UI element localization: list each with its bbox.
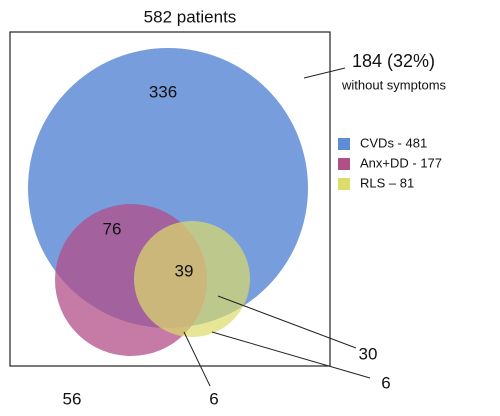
leader-line (217, 295, 357, 349)
legend-label: RLS – 81 (360, 175, 414, 190)
annotation-sub: without symptoms (341, 77, 447, 92)
region-label: 6 (209, 389, 218, 408)
leader-line (303, 67, 346, 79)
annotation-main: 184 (32%) (352, 51, 435, 71)
legend-swatch (338, 158, 350, 170)
legend-label: Anx+DD - 177 (360, 155, 442, 170)
legend-swatch (338, 178, 350, 190)
region-label: 76 (103, 219, 122, 238)
region-label: 30 (359, 344, 378, 363)
legend-label: CVDs - 481 (360, 135, 427, 150)
universe-box (9, 31, 331, 367)
region-label: 39 (175, 261, 194, 280)
leader-line (211, 331, 371, 379)
region-label: 336 (149, 82, 177, 101)
set-circle (134, 221, 250, 337)
region-label: 56 (63, 389, 82, 408)
title: 582 patients (144, 7, 237, 26)
circles (28, 48, 308, 356)
legend-swatch (338, 138, 350, 150)
leader-line (183, 331, 211, 387)
legend: CVDs - 481 Anx+DD - 177 RLS – 81 (338, 135, 442, 190)
region-label: 6 (381, 373, 390, 392)
